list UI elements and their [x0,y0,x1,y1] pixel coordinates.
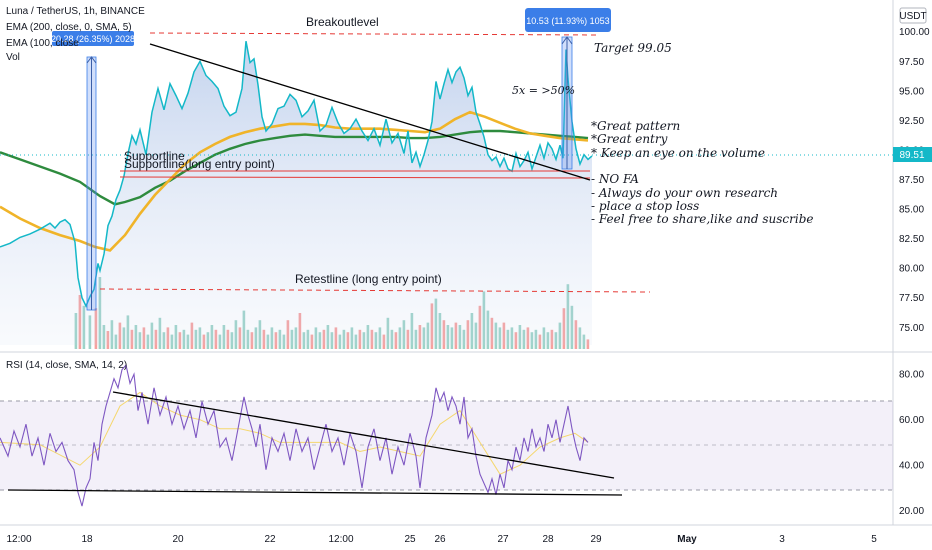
time-tick-label: 5 [871,534,877,545]
price-tick-label: 95.00 [899,86,924,97]
time-tick-label: 12:00 [6,534,31,545]
time-tick-label: 22 [264,534,276,545]
note-line: *Great entry [591,132,668,146]
rsi-line [0,363,589,507]
ema200-line [0,129,589,206]
price-tick-label: 80.00 [899,264,924,275]
time-tick-label: 3 [779,534,785,545]
rsi-legend[interactable]: RSI (14, close, SMA, 14, 2) [6,360,128,371]
currency-text: USDT [899,11,926,22]
measure-arrowhead-right-icon [561,36,573,45]
measure-label-left [52,31,134,46]
rsi-tick-label: 60.00 [899,415,924,426]
note-line: * Keep an eye on the volume [591,146,765,160]
price-tick-label: 92.50 [899,116,924,127]
five-x-label[interactable]: 5x = >50% [512,84,575,97]
rsi-tick-label: 20.00 [899,506,924,517]
ema200-legend[interactable]: EMA (200, close, 0, SMA, 5) [6,22,132,33]
time-tick-label: 27 [497,534,509,545]
rsi-tick-label: 80.00 [899,370,924,381]
rsi-axis[interactable]: 80.00 60.00 40.00 20.00 [899,370,924,517]
price-tick-label: 97.50 [899,57,924,68]
time-axis[interactable]: 12:00 18 20 22 12:00 25 26 27 28 29 May 3 5 [6,534,877,545]
note-line: - Always do your own research [591,186,778,200]
time-tick-label: 25 [404,534,416,545]
measure-label-left-text: 20.28 (26.35%) 2028 [51,34,135,44]
time-tick-label: 29 [590,534,602,545]
price-axis[interactable]: 100.0097.5095.0092.5090.0087.5085.0082.5… [899,27,930,334]
price-tick-label: 100.00 [899,27,930,38]
price-tick-label: 77.50 [899,293,924,304]
measure-label-right-text: 10.53 (11.93%) 1053 [526,16,609,26]
measure-arrowhead-left-icon [86,56,97,64]
supportline-label[interactable]: Supportline [124,149,185,163]
time-tick-label: 18 [81,534,93,545]
volume-legend[interactable]: Vol [6,52,20,63]
note-line: - Feel free to share,like and suscribe [591,212,814,226]
price-tick-label: 85.00 [899,205,924,216]
price-tick-label: 75.00 [899,323,924,334]
breakout-level-label[interactable]: Breakoutlevel [306,15,379,29]
note-line: *Great pattern [591,119,680,133]
note-line: - place a stop loss [591,199,699,213]
time-tick-label: 12:00 [328,534,353,545]
support-line-lower[interactable] [119,176,591,179]
retest-line[interactable] [99,288,651,293]
price-tick-label: 82.50 [899,234,924,245]
rsi-band [0,401,893,490]
price-tick-label: 87.50 [899,175,924,186]
rsi-support-trendline[interactable] [7,489,623,496]
price-area-fill [0,41,592,345]
note-line: - NO FA [591,172,639,186]
rsi-descending-trendline[interactable] [112,391,615,479]
current-price-badge [893,147,932,162]
notes-block[interactable]: *Great pattern*Great entry* Keep an eye … [591,119,814,226]
target-label[interactable]: Target 99.05 [594,41,672,55]
ema100-line [0,110,589,252]
supportline-entry-label[interactable]: Supportline(long entry point) [124,157,275,171]
measure-label-right [525,8,611,32]
rsi-tick-label: 40.00 [899,461,924,472]
descending-trendline[interactable] [149,43,591,181]
retestline-label[interactable]: Retestline (long entry point) [295,272,442,286]
current-price-text: 89.51 [899,150,924,161]
symbol-legend[interactable]: Luna / TetherUS, 1h, BINANCE [6,6,145,17]
ema100-legend[interactable]: EMA (100, close [6,38,79,49]
time-tick-label: 26 [434,534,446,545]
time-tick-label: May [677,534,697,545]
breakout-level-line[interactable] [149,32,601,36]
time-tick-label: 28 [542,534,554,545]
time-tick-label: 20 [172,534,184,545]
currency-badge[interactable] [899,7,927,24]
